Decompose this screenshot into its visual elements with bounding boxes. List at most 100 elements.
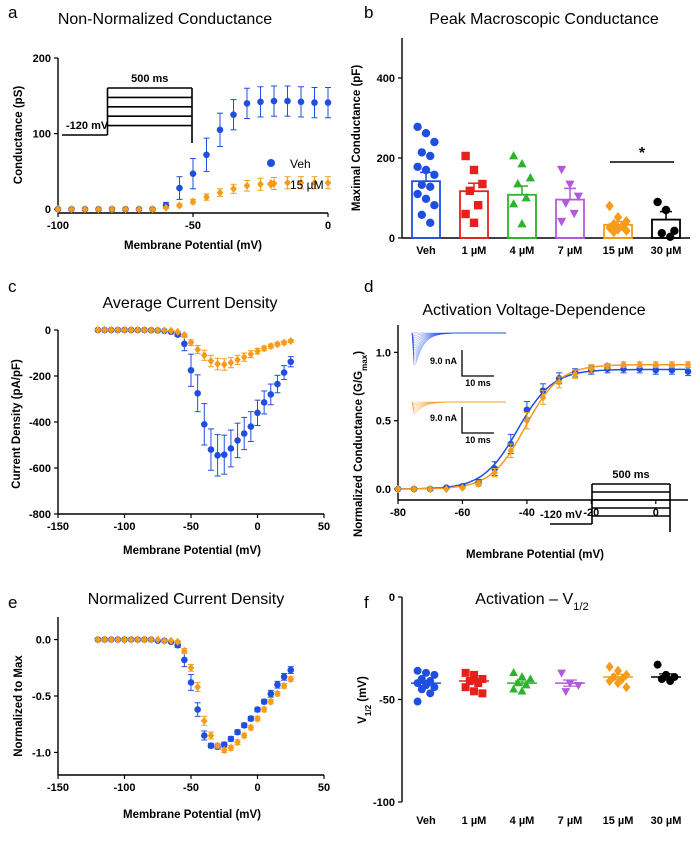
data-point [122,205,129,214]
x-tick-label: 0 [653,507,659,519]
series-d15 [94,635,295,755]
data-point [478,179,487,189]
data-point [201,732,208,739]
data-point [162,203,170,212]
category-group: 15 µM [603,661,634,827]
data-point [421,165,431,175]
category-group: Veh [411,666,441,827]
data-point [154,326,162,335]
x-tick-label: 4 µM [510,245,535,257]
data-point [661,205,671,215]
x-tick-label: 1 µM [462,815,487,827]
y-tick-label: -200 [29,371,51,383]
chart-title: Activation – V1/2 [475,591,588,613]
data-point [465,186,474,195]
data-point [653,197,662,207]
data-point [443,484,450,494]
data-point [267,341,275,351]
panel-label: d [364,277,373,296]
inset-trace [411,332,506,359]
x-axis-label: Membrane Potential (mV) [123,545,261,557]
data-point [141,325,148,335]
x-tick-label: 7 µM [558,245,583,257]
data-point [203,192,210,202]
data-point [517,686,527,695]
data-point [636,360,643,369]
data-point [469,165,479,175]
data-point [203,151,210,159]
series-d15 [94,325,295,371]
data-point [410,484,418,494]
x-tick-label: -50 [183,521,199,533]
data-point [194,345,201,354]
data-point [666,677,675,686]
data-point [657,229,666,238]
x-axis-label: Membrane Potential (mV) [123,809,261,821]
data-point [613,211,623,223]
data-point [216,188,224,197]
data-point [605,200,614,212]
data-point [214,359,221,369]
legend-marker [267,159,275,167]
data-point [147,326,155,335]
panel-e: e Normalized Current Density 0.0 -0.5 -1.0 -1… [8,591,330,821]
data-point [517,672,527,681]
panel-a: a Non-Normalized Conductance 0 100 200 -100 -5… [8,3,332,252]
data-point [81,205,89,214]
data-point [121,325,128,335]
y-tick-label: 200 [33,53,51,65]
data-point [174,637,181,646]
data-point [622,215,631,227]
data-point [287,674,295,684]
y-axis-label: V1/2 (mV) [357,676,373,724]
data-point [430,670,439,679]
data-point [461,151,470,161]
data-point [181,340,188,348]
data-point [426,182,435,191]
data-point [684,360,692,369]
bar-group: 7 µM [555,165,585,257]
data-point [508,198,519,208]
data-point [254,706,261,713]
data-point [240,430,248,437]
data-point [417,148,426,157]
data-point [426,689,435,698]
y-tick-label: 0 [45,325,51,337]
x-tick-label: -80 [390,507,406,519]
data-point [609,226,618,238]
data-point [622,225,631,237]
data-point [557,669,566,678]
data-point [107,325,115,335]
data-point [201,716,208,725]
data-point [422,668,430,677]
data-point [54,205,62,214]
data-point [220,451,228,458]
data-point [176,184,183,192]
data-point [614,665,622,676]
data-point [426,151,435,161]
x-tick-label: Veh [416,815,436,827]
data-point [561,688,571,697]
x-tick-label: 0 [325,220,331,232]
data-point [280,338,288,347]
series-d15 [394,360,692,494]
data-point [181,646,188,655]
data-point [181,656,188,664]
data-point [227,743,235,753]
data-point [240,353,248,362]
x-tick-label: 7 µM [558,815,583,827]
legend-label: Veh [290,157,311,171]
protocol-duration-label: 500 ms [612,469,649,481]
data-point [526,674,535,683]
data-point [274,340,281,349]
category-group: 7 µM [555,669,585,827]
x-tick-label: 15 µM [603,815,634,827]
chart-title: Normalized Current Density [88,591,285,608]
data-point [227,358,235,367]
data-point [234,738,241,747]
x-tick-label: 4 µM [510,815,535,827]
data-point [247,423,255,430]
y-tick-label: 0.0 [376,484,391,496]
data-point [413,666,422,675]
y-tick-label: 100 [33,129,51,141]
